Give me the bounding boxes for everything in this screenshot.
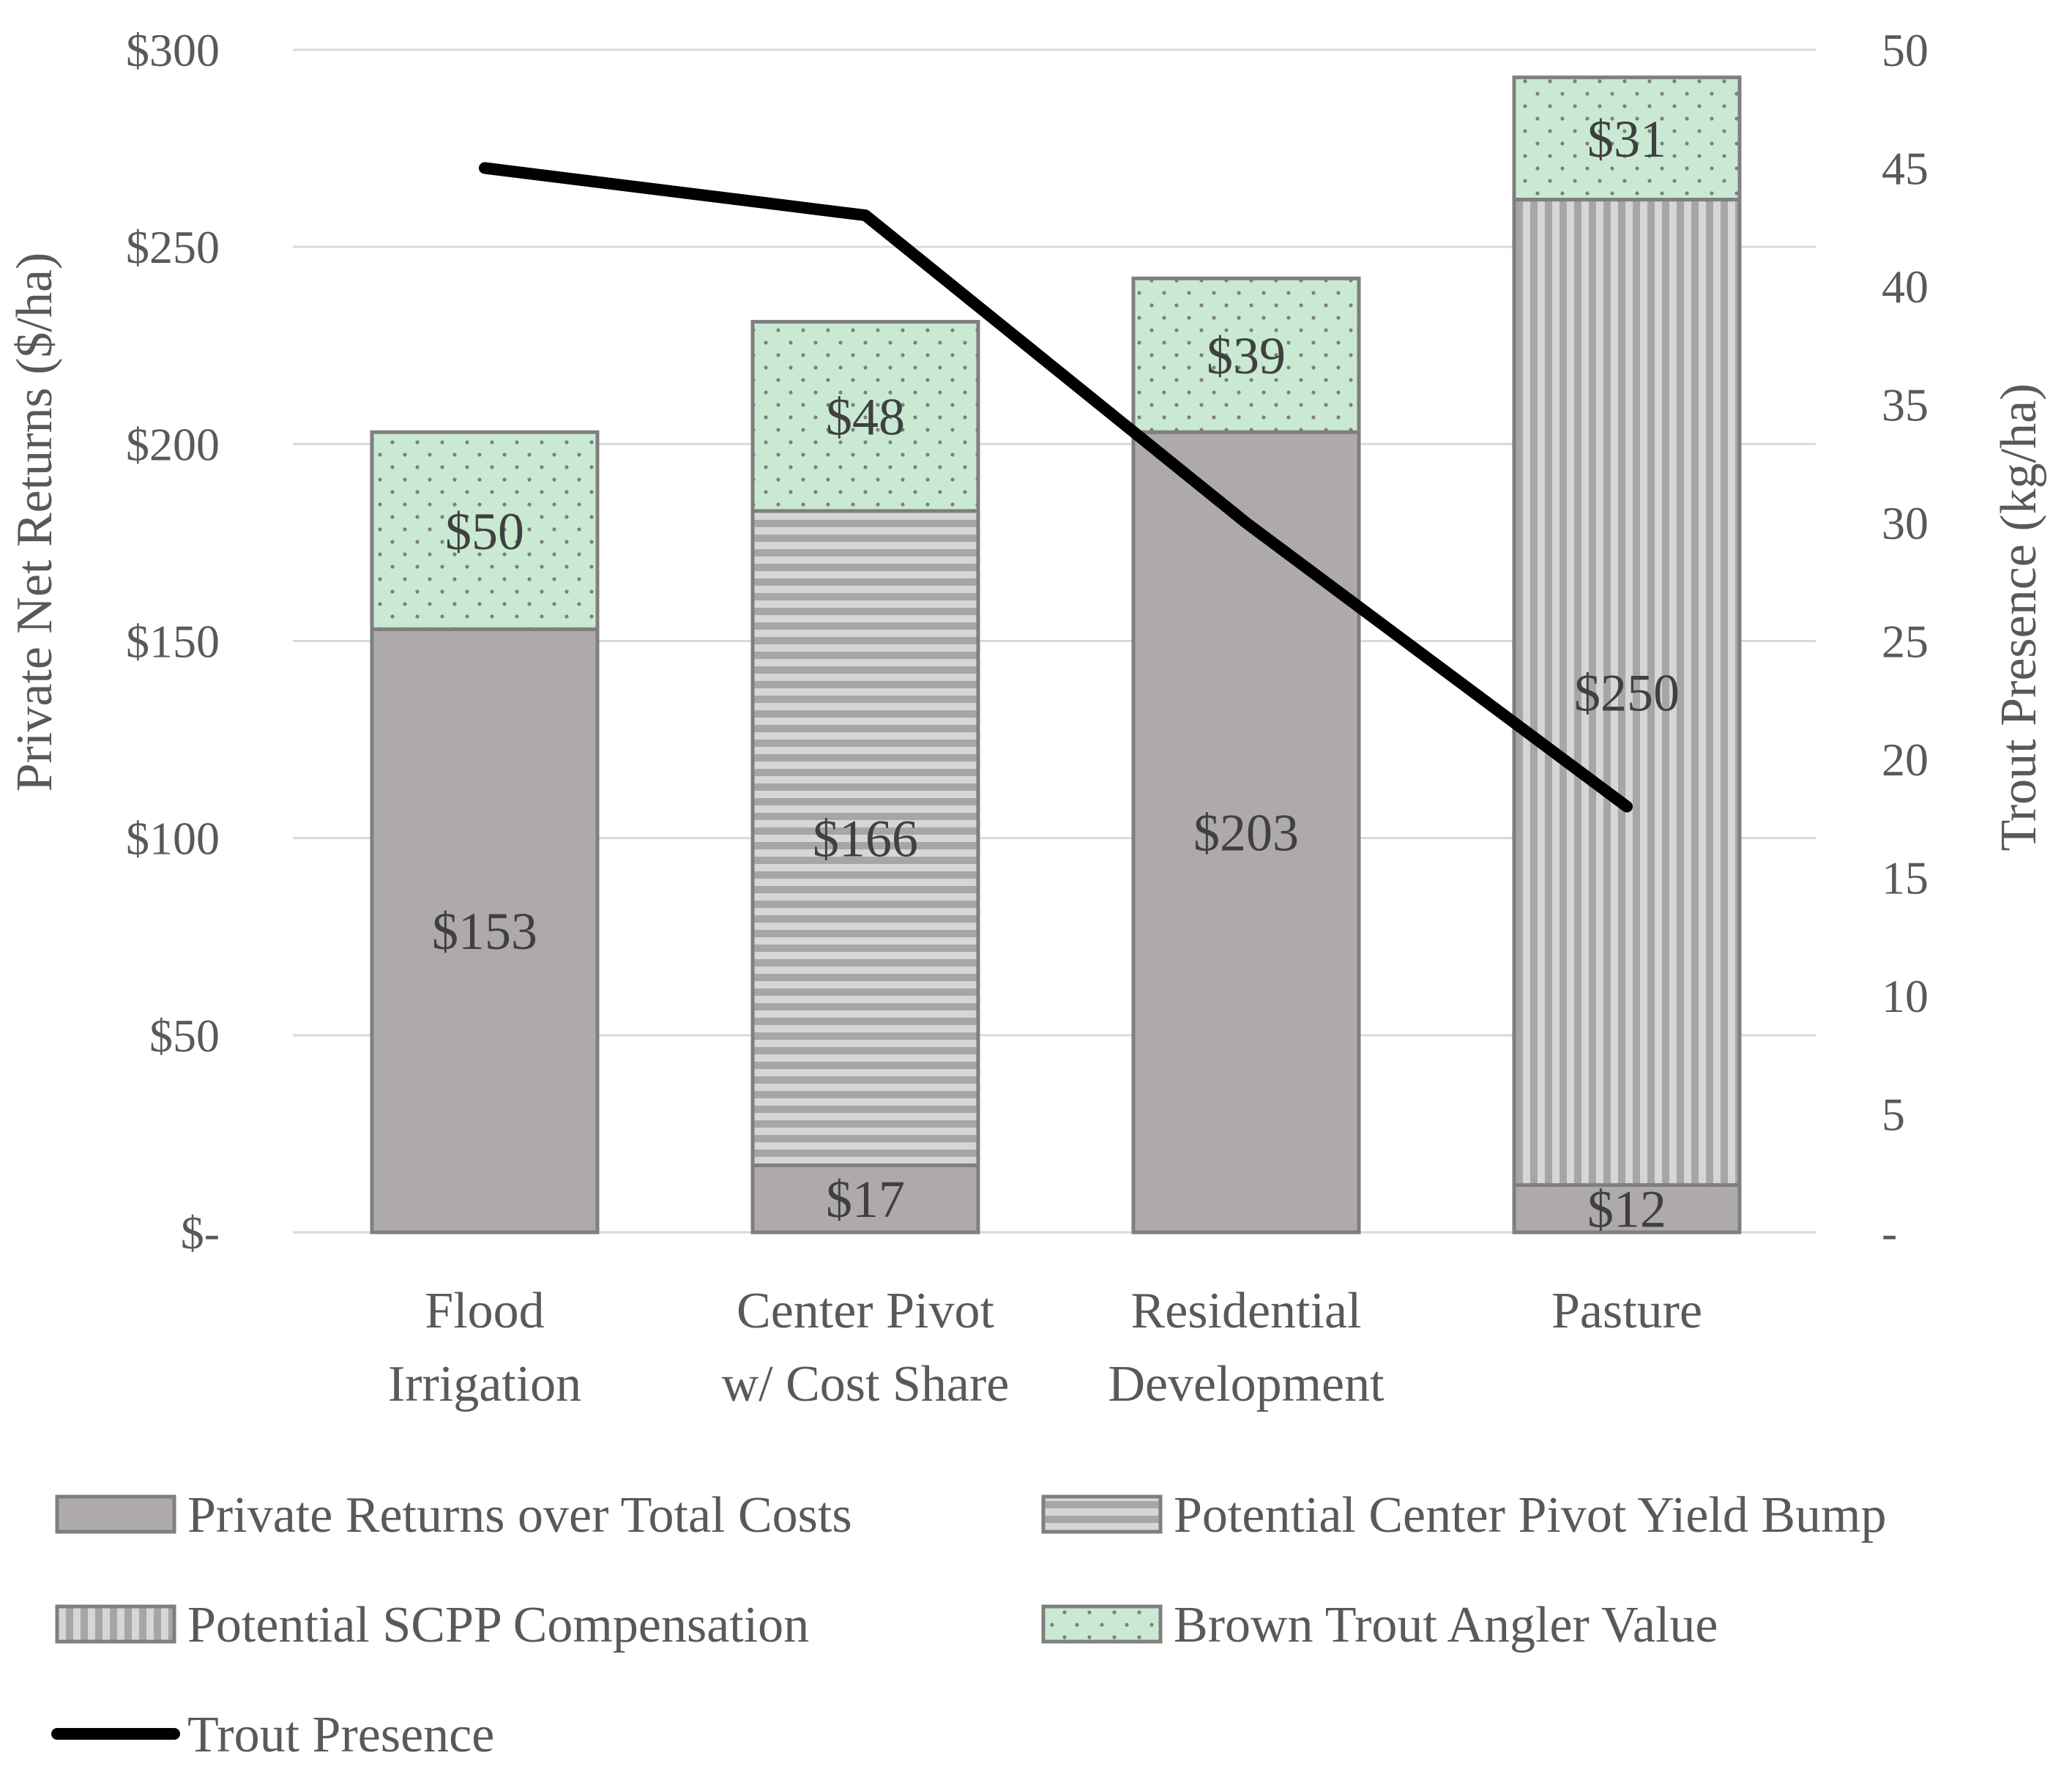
data-label: $12 — [1587, 1180, 1666, 1239]
x-category-label: Development — [1108, 1356, 1385, 1412]
data-label: $153 — [432, 902, 537, 961]
x-category-label: Flood — [425, 1283, 544, 1339]
y2-tick-label: 15 — [1882, 852, 1928, 904]
x-axis-categories: Flood Irrigation Center Pivot w/ Cost Share… — [388, 1283, 1702, 1412]
y2-tick-label: 45 — [1882, 143, 1928, 195]
y2-axis-title: Trout Presence (kg/ha) — [1991, 384, 2047, 852]
bar-potential-center-pivot-yield-bump — [750, 509, 980, 1167]
y2-tick-label: 40 — [1882, 261, 1928, 313]
data-label: $17 — [826, 1170, 905, 1229]
y-tick-label: $50 — [149, 1010, 220, 1062]
data-label: $203 — [1193, 804, 1299, 863]
bar-private-returns-over-total-costs — [750, 1163, 980, 1235]
bar-brown-trout-angler-value — [750, 319, 980, 513]
y-tick-label: $300 — [126, 24, 220, 76]
x-category-label: Irrigation — [388, 1356, 581, 1412]
data-label: $50 — [445, 502, 524, 561]
bar-private-returns-over-total-costs — [1512, 1183, 1742, 1235]
data-label: $166 — [813, 810, 918, 868]
bar-brown-trout-angler-value — [1131, 276, 1361, 434]
y-axis-title: Private Net Returns ($/ha) — [7, 253, 63, 792]
bar-private-returns-over-total-costs — [1131, 430, 1361, 1235]
legend-swatch-brown-trout-angler-value — [1041, 1604, 1163, 1644]
x-category-label: w/ Cost Share — [722, 1356, 1010, 1412]
y2-tick-label: 50 — [1882, 24, 1928, 76]
y-axis-ticks: $- $50 $100 $150 $200 $250 $300 — [126, 24, 220, 1259]
y2-tick-label: 20 — [1882, 734, 1928, 786]
legend-label-private-returns-over-total-costs: Private Returns over Total Costs — [187, 1487, 852, 1543]
trout-presence-line — [479, 162, 1633, 813]
bar-brown-trout-angler-value — [1512, 75, 1742, 202]
legend-swatch-potential-center-pivot-yield-bump — [1041, 1494, 1163, 1534]
y2-tick-label: 5 — [1882, 1089, 1905, 1141]
x-category-label: Pasture — [1551, 1283, 1702, 1339]
data-label: $39 — [1207, 327, 1286, 385]
y-tick-label: $150 — [126, 616, 220, 668]
legend-swatch-private-returns-over-total-costs — [55, 1494, 176, 1534]
bar-private-returns-over-total-costs — [370, 627, 600, 1235]
data-label: $250 — [1574, 663, 1680, 722]
y-tick-label: $- — [181, 1207, 220, 1259]
legend-label-trout-presence: Trout Presence — [187, 1707, 494, 1763]
legend-label-brown-trout-angler-value: Brown Trout Angler Value — [1174, 1597, 1718, 1653]
legend-label-potential-center-pivot-yield-bump: Potential Center Pivot Yield Bump — [1174, 1487, 1886, 1543]
y-tick-label: $100 — [126, 813, 220, 865]
y2-tick-label: 10 — [1882, 970, 1928, 1022]
bar-brown-trout-angler-value — [370, 430, 600, 631]
bar-potential-scpp-compensation — [1512, 198, 1742, 1187]
x-category-label: Residential — [1131, 1283, 1362, 1339]
x-category-label: Center Pivot — [737, 1283, 994, 1339]
legend-swatch-potential-scpp-compensation — [55, 1604, 176, 1644]
data-label: $48 — [826, 388, 905, 447]
y-tick-label: $250 — [126, 221, 220, 273]
legend-label-potential-scpp-compensation: Potential SCPP Compensation — [187, 1597, 809, 1653]
y2-tick-label: - — [1882, 1207, 1897, 1259]
y2-tick-label: 30 — [1882, 497, 1928, 549]
y2-tick-label: 35 — [1882, 379, 1928, 431]
data-label: $31 — [1587, 110, 1666, 168]
y2-tick-label: 25 — [1882, 616, 1928, 668]
legend: Private Returns over Total Costs Potentia… — [51, 1487, 1886, 1763]
y-tick-label: $200 — [126, 418, 220, 470]
y2-axis-ticks: - 5 10 15 20 25 30 35 40 45 50 — [1882, 24, 1928, 1259]
trout-presence-line-group — [479, 162, 1633, 813]
data-labels: $153 $50 $17 $166 $48 $203 $39 $12 $250 $31 — [432, 110, 1680, 1239]
bars — [370, 75, 1742, 1235]
